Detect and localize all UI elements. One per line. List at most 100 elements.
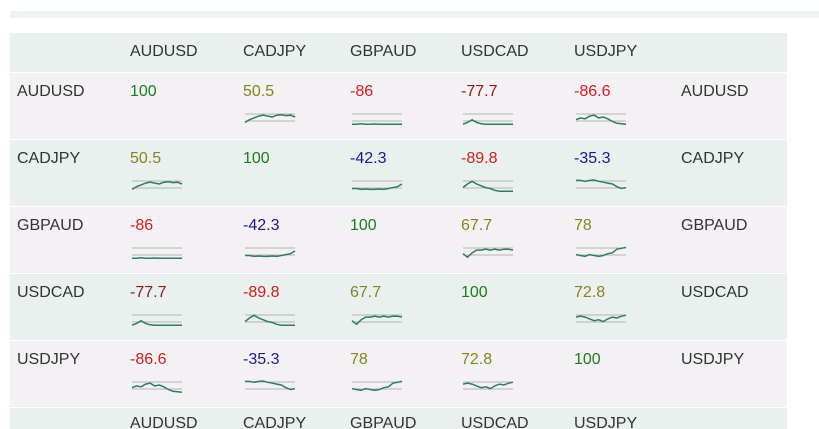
correlation-value: 50.5 [130,150,162,167]
sparkline-chart [352,180,403,191]
sparkline-series [131,181,183,191]
correlation-value: 72.8 [461,351,493,368]
sparkline-series [575,114,627,125]
correlation-value: -86 [350,83,374,100]
correlation-cell-usdjpy[interactable]: -86.6 [574,73,684,139]
sparkline-chart [576,179,627,190]
column-footer-row: AUDUSD CADJPY GBPAUD USDCAD USDJPY [10,407,787,429]
matrix-row-audusd: AUDUSD 100 50.5 -86 -77.7 -86.6 AUDUSD [10,72,787,138]
correlation-value: 78 [574,217,592,234]
row-label-right: CADJPY [681,150,745,167]
sparkline-series [351,380,403,392]
sparkline-chart [131,381,183,393]
correlation-value: 67.7 [461,217,493,234]
sparkline-series [244,314,295,326]
correlation-cell-usdcad[interactable]: 72.8 [461,341,571,407]
sparkline-series [131,382,183,393]
correlation-cell-audusd[interactable]: -86 [130,207,240,273]
row-label-right: USDJPY [681,351,745,368]
column-header-usdcad: USDCAD [461,43,529,60]
sparkline-chart [575,113,627,125]
row-label: GBPAUD [17,217,84,234]
correlation-value: -35.3 [243,351,280,368]
correlation-value: 100 [461,284,488,301]
correlation-value: 100 [243,150,270,167]
sparkline-chart [245,247,296,258]
sparkline-series [462,180,513,192]
row-label-right: AUDUSD [681,83,749,100]
sparkline-series [462,248,514,259]
sparkline-series [575,314,627,323]
correlation-cell-usdjpy[interactable]: 100 [574,341,684,407]
correlation-cell-usdcad[interactable]: -77.7 [461,73,571,139]
correlation-cell-cadjpy[interactable]: -42.3 [243,207,353,273]
column-header-row: AUDUSD CADJPY GBPAUD USDCAD USDJPY [10,33,787,71]
column-footer-usdjpy: USDJPY [574,415,638,429]
row-label-right: USDCAD [681,284,749,301]
correlation-cell-usdjpy[interactable]: 72.8 [574,274,684,340]
column-footer-gbpaud: GBPAUD [350,415,417,429]
sparkline-series [352,183,403,191]
sparkline-series [575,246,627,258]
correlation-cell-cadjpy[interactable]: 50.5 [243,73,353,139]
correlation-cell-usdjpy[interactable]: 78 [574,207,684,273]
sparkline-chart [132,247,182,259]
correlation-cell-gbpaud[interactable]: -86 [350,73,460,139]
correlation-cell-cadjpy[interactable]: -89.8 [243,274,353,340]
correlation-cell-gbpaud[interactable]: -42.3 [350,140,460,206]
correlation-value: 100 [574,351,601,368]
correlation-value: -42.3 [350,150,387,167]
correlation-cell-gbpaud[interactable]: 78 [350,341,460,407]
column-footer-cadjpy: CADJPY [243,415,307,429]
correlation-cell-usdcad[interactable]: 100 [461,274,571,340]
row-label: AUDUSD [17,83,85,100]
sparkline-chart [244,314,295,326]
correlation-value: -35.3 [574,150,611,167]
correlation-value: -77.7 [461,83,498,100]
sparkline-series [245,380,296,391]
sparkline-series [351,315,403,326]
correlation-value: -86.6 [130,351,167,368]
sparkline-series [131,319,182,326]
correlation-cell-audusd[interactable]: -86.6 [130,341,240,407]
sparkline-chart [351,314,403,326]
column-header-usdjpy: USDJPY [574,43,638,60]
correlation-cell-cadjpy[interactable]: -35.3 [243,341,353,407]
correlation-cell-audusd[interactable]: 100 [130,73,240,139]
sparkline-chart [244,113,296,124]
column-footer-audusd: AUDUSD [130,415,198,429]
sparkline-series [462,381,514,390]
sparkline-chart [462,381,514,390]
sparkline-chart [245,380,296,391]
matrix-row-gbpaud: GBPAUD -86 -42.3 100 67.7 78 GBPAUD [10,206,787,272]
correlation-cell-usdjpy[interactable]: -35.3 [574,140,684,206]
column-header-gbpaud: GBPAUD [350,43,417,60]
matrix-row-cadjpy: CADJPY 50.5 100 -42.3 -89.8 -35.3 CADJPY [10,139,787,205]
correlation-cell-audusd[interactable]: -77.7 [130,274,240,340]
sparkline-chart [462,113,513,125]
row-label: CADJPY [17,150,81,167]
correlation-cell-audusd[interactable]: 50.5 [130,140,240,206]
matrix-row-usdjpy: USDJPY -86.6 -35.3 78 72.8 100 USDJPY [10,340,787,406]
correlation-value: -42.3 [243,217,280,234]
sparkline-chart [462,247,514,259]
top-divider-bar [10,11,819,18]
correlation-value: -86 [130,217,154,234]
correlation-cell-usdcad[interactable]: 67.7 [461,207,571,273]
correlation-cell-cadjpy[interactable]: 100 [243,140,353,206]
correlation-cell-usdcad[interactable]: -89.8 [461,140,571,206]
column-header-audusd: AUDUSD [130,43,198,60]
sparkline-chart [462,180,513,192]
sparkline-series [244,114,296,124]
correlation-value: -89.8 [243,284,280,301]
correlation-value: 78 [350,351,368,368]
column-header-cadjpy: CADJPY [243,43,307,60]
sparkline-series [245,250,296,258]
correlation-cell-gbpaud[interactable]: 67.7 [350,274,460,340]
sparkline-chart [575,246,627,258]
correlation-value: 100 [350,217,377,234]
sparkline-chart [575,314,627,323]
sparkline-chart [351,380,403,392]
correlation-cell-gbpaud[interactable]: 100 [350,207,460,273]
correlation-value: -77.7 [130,284,167,301]
